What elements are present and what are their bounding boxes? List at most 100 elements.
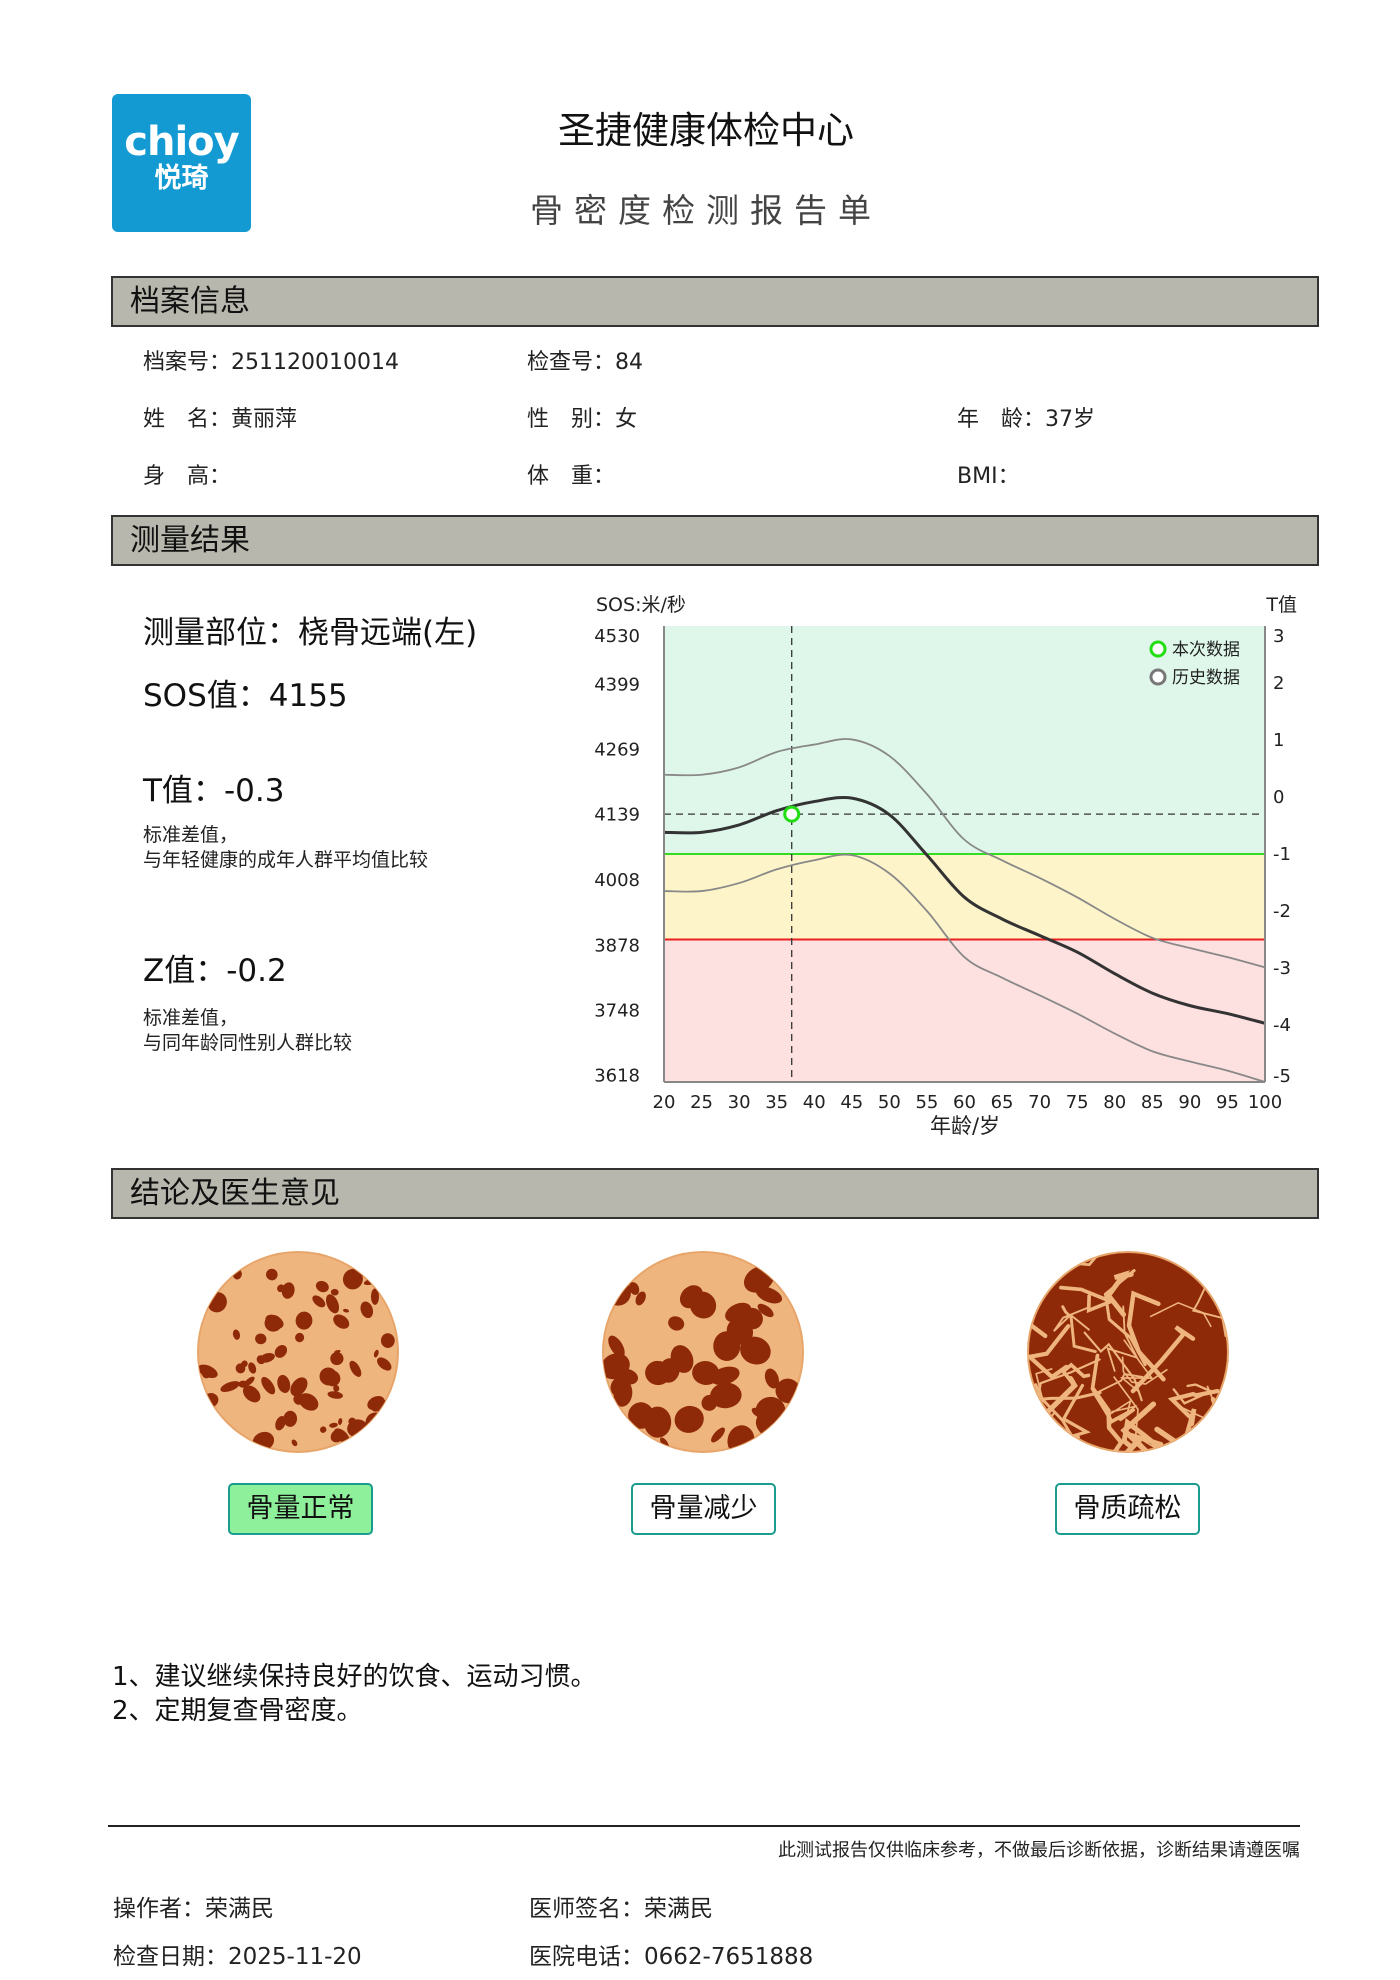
y-right-axis-title: T值 [1265, 594, 1297, 616]
y-left-tick-label: 4530 [594, 626, 640, 647]
bone-osteoporosis-image [1027, 1251, 1229, 1453]
age-value: 37岁 [1045, 407, 1096, 432]
section-header-profile: 档案信息 [111, 276, 1319, 327]
y-left-tick-label: 3618 [594, 1065, 640, 1086]
doctor-field: 医师签名：荣满民 [529, 1889, 713, 1923]
x-tick-label: 35 [765, 1092, 788, 1113]
sos-age-chart: SOS:米/秒 T值 年龄/岁 453043994269413940083878… [594, 594, 1297, 1138]
x-tick-label: 55 [915, 1092, 938, 1113]
y-right-tick-label: 3 [1273, 626, 1284, 647]
x-tick-label: 25 [690, 1092, 713, 1113]
bmi-label: BMI： [957, 464, 1020, 489]
section-header-results: 测量结果 [111, 515, 1319, 566]
y-right-tick-label: 1 [1273, 730, 1284, 751]
sos-field: SOS值：4155 [143, 670, 348, 715]
name-value: 黄丽萍 [231, 407, 298, 432]
zone-band [664, 939, 1265, 1082]
curve-upper [663, 738, 1266, 969]
y-left-tick-label: 3748 [594, 1000, 640, 1021]
page-title: 圣捷健康体检中心 [558, 109, 854, 152]
file-no-label: 档案号： [143, 350, 232, 375]
x-tick-label: 20 [653, 1092, 676, 1113]
gender-field: 性 别：女 [527, 401, 637, 433]
phone-label: 医院电话： [529, 1944, 644, 1970]
logo-text-cn: 悦琦 [154, 163, 209, 194]
current-data-point [783, 805, 801, 823]
x-tick-label: 65 [991, 1092, 1014, 1113]
z-score-label: Z值： [143, 953, 227, 989]
phone-value: 0662-7651888 [644, 1944, 814, 1970]
x-tick-label: 85 [1141, 1092, 1164, 1113]
t-note-line1: 标准差值， [143, 824, 239, 846]
gender-value: 女 [615, 407, 638, 432]
t-score-label: T值： [143, 773, 224, 809]
date-field: 检查日期：2025-11-20 [113, 1937, 362, 1971]
category-normal: 骨量正常 [228, 1483, 373, 1535]
z-score-field: Z值：-0.2 [143, 945, 287, 990]
y-left-tick-label: 4269 [594, 739, 640, 760]
page-subtitle: 骨密度检测报告单 [530, 191, 882, 230]
legend-marker [1149, 668, 1167, 686]
advice-line-1: 1、建议继续保持良好的饮食、运动习惯。 [112, 1662, 597, 1692]
bone-osteopenia-image [602, 1251, 804, 1453]
site-field: 测量部位：桡骨远端(左) [143, 607, 477, 652]
t-score-value: -0.3 [223, 773, 285, 809]
logo: chioy 悦琦 [112, 94, 251, 232]
section-header-conclusion: 结论及医生意见 [111, 1168, 1319, 1219]
y-left-tick-label: 3878 [594, 935, 640, 956]
x-tick-label: 40 [803, 1092, 826, 1113]
x-axis-title: 年龄/岁 [930, 1114, 1000, 1138]
sos-value: 4155 [268, 678, 348, 714]
x-tick-label: 95 [1216, 1092, 1239, 1113]
footer-divider [108, 1825, 1300, 1827]
phone-field: 医院电话：0662-7651888 [529, 1937, 813, 1971]
z-note-line2: 与同年龄同性别人群比较 [143, 1032, 353, 1054]
z-score-note: 标准差值， 与同年龄同性别人群比较 [143, 1006, 352, 1056]
y-right-tick-label: 2 [1273, 673, 1284, 694]
height-field: 身 高： [143, 458, 231, 490]
x-tick-label: 90 [1178, 1092, 1201, 1113]
bmi-field: BMI： [957, 458, 1020, 490]
advice-line-2: 2、定期复查骨密度。 [112, 1696, 363, 1726]
name-field: 姓 名：黄丽萍 [143, 401, 297, 433]
y-right-tick-label: -2 [1273, 901, 1291, 922]
legend-marker [1149, 640, 1167, 658]
exam-no-label: 检查号： [527, 350, 616, 375]
z-score-value: -0.2 [226, 953, 287, 989]
weight-label: 体 重： [527, 464, 616, 489]
name-label: 姓 名： [143, 407, 232, 432]
y-right-tick-label: 0 [1273, 787, 1284, 808]
y-right-tick-label: -4 [1273, 1015, 1291, 1036]
legend-label: 本次数据 [1172, 640, 1240, 660]
t-score-field: T值：-0.3 [143, 765, 284, 810]
operator-label: 操作者： [113, 1896, 205, 1922]
age-label: 年 龄： [957, 407, 1046, 432]
operator-field: 操作者：荣满民 [113, 1889, 274, 1923]
y-left-tick-label: 4139 [594, 805, 640, 826]
logo-text-en: chioy [124, 119, 239, 165]
y-right-tick-label: -5 [1273, 1066, 1291, 1087]
site-label: 测量部位： [143, 615, 298, 651]
gender-label: 性 别： [527, 407, 616, 432]
disclaimer: 此测试报告仅供临床参考，不做最后诊断依据，诊断结果请遵医嘱 [778, 1840, 1300, 1861]
y-left-axis-title: SOS:米/秒 [596, 594, 686, 616]
operator-value: 荣满民 [205, 1896, 274, 1922]
curve-lower [663, 853, 1266, 1083]
exam-no-field: 检查号：84 [527, 344, 643, 376]
x-tick-label: 75 [1066, 1092, 1089, 1113]
height-label: 身 高： [143, 464, 232, 489]
z-note-line1: 标准差值， [143, 1007, 239, 1029]
x-tick-label: 80 [1103, 1092, 1126, 1113]
t-note-line2: 与年轻健康的成年人群平均值比较 [143, 849, 429, 871]
category-osteoporosis: 骨质疏松 [1055, 1483, 1200, 1535]
x-tick-label: 60 [953, 1092, 976, 1113]
date-label: 检查日期： [113, 1944, 228, 1970]
y-left-tick-label: 4008 [594, 870, 640, 891]
x-tick-label: 45 [840, 1092, 863, 1113]
y-right-tick-label: -1 [1273, 844, 1291, 865]
exam-no-value: 84 [615, 350, 644, 375]
file-no-value: 251120010014 [231, 350, 399, 375]
legend-label: 历史数据 [1172, 668, 1240, 688]
bone-normal-image [197, 1251, 399, 1453]
x-tick-label: 50 [878, 1092, 901, 1113]
